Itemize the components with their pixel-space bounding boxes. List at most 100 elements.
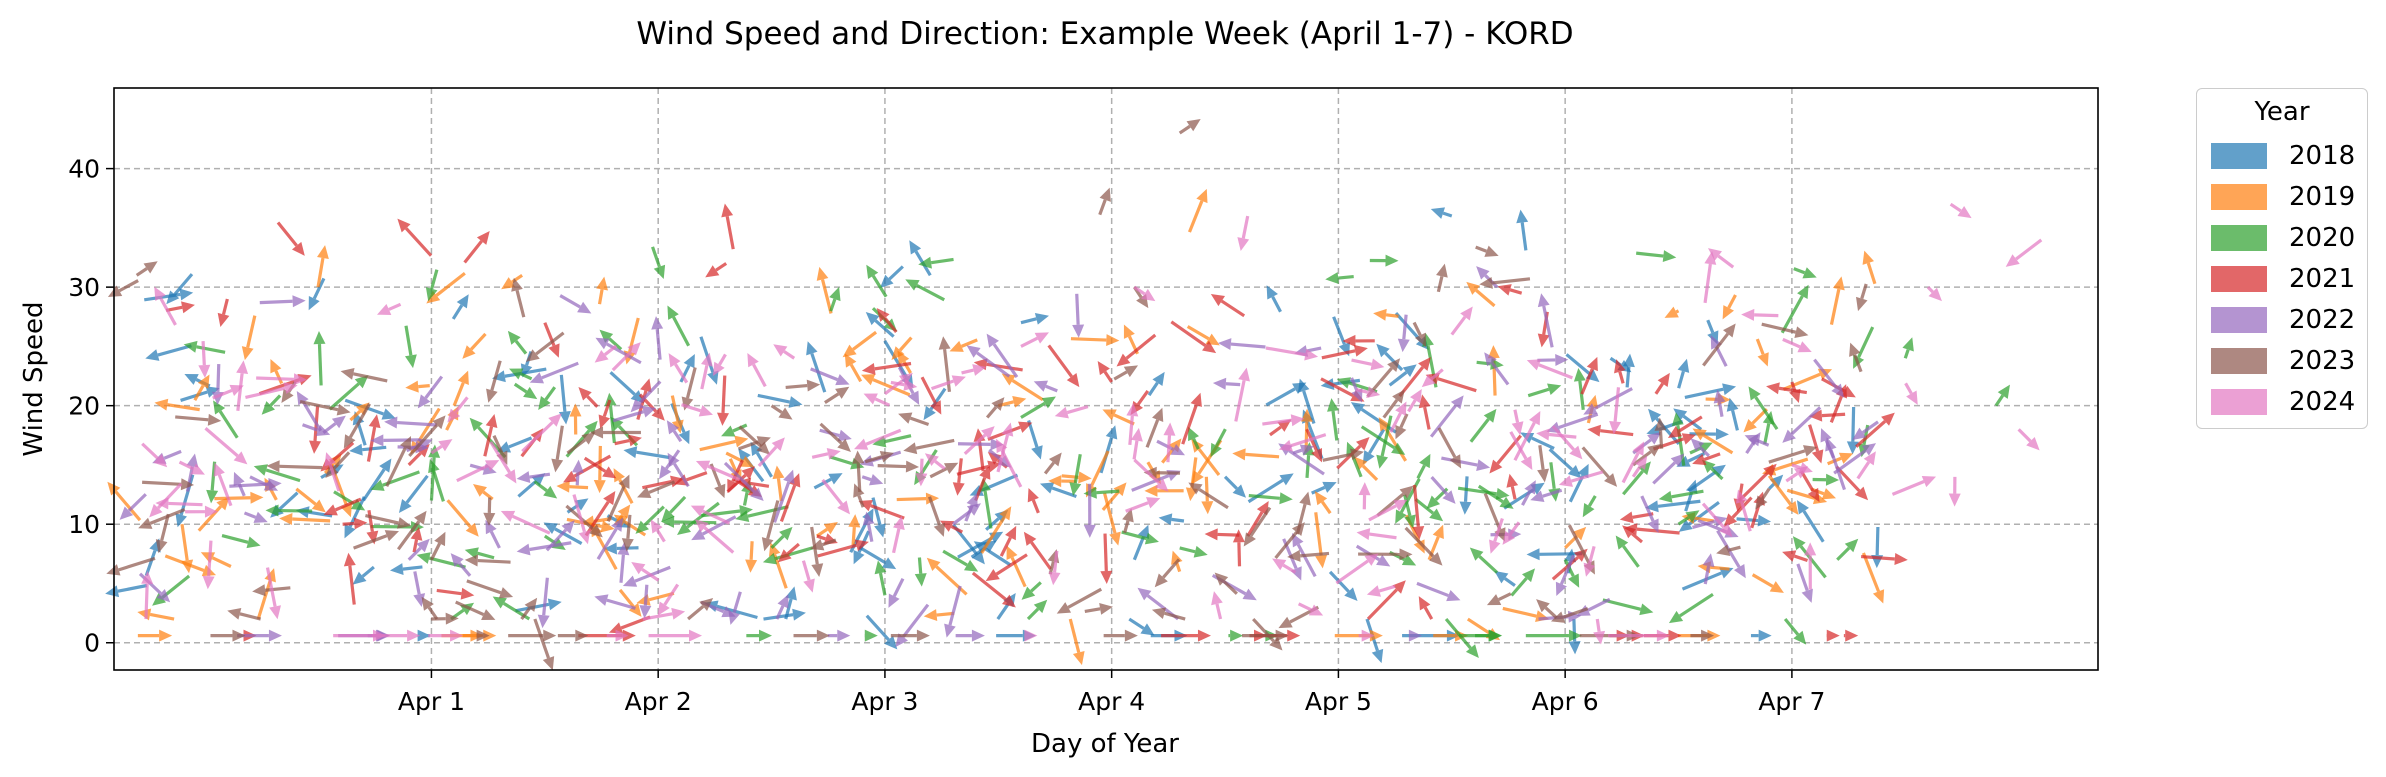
wind-arrow	[757, 393, 803, 408]
wind-arrow	[813, 473, 843, 490]
wind-arrow	[1800, 470, 1820, 503]
wind-arrow	[407, 538, 430, 561]
wind-arrow	[245, 382, 298, 400]
wind-arrow	[1126, 402, 1139, 445]
legend-swatch	[2211, 143, 2267, 169]
wind-arrow	[138, 508, 186, 529]
wind-arrow	[398, 474, 429, 513]
wind-arrow	[1615, 535, 1640, 568]
legend-label: 2023	[2289, 346, 2356, 376]
wind-arrow	[1497, 284, 1523, 296]
wind-arrow	[1550, 607, 1589, 623]
wind-arrow	[178, 460, 205, 475]
wind-arrow	[1678, 501, 1720, 532]
wind-arrow	[1133, 458, 1169, 492]
wind-arrow	[1702, 323, 1736, 367]
wind-arrow	[775, 594, 789, 620]
wind-arrow	[1314, 491, 1332, 515]
wind-arrow	[1852, 420, 1879, 440]
wind-arrow	[1804, 542, 1817, 590]
wind-arrow	[451, 294, 469, 320]
wind-arrow	[824, 386, 850, 404]
wind-arrow	[431, 612, 459, 625]
wind-arrow	[417, 375, 444, 409]
wind-arrow	[926, 557, 968, 596]
wind-arrow	[864, 629, 878, 642]
wind-arrow	[888, 577, 905, 608]
wind-arrow	[1211, 591, 1223, 620]
wind-arrow	[677, 501, 720, 536]
wind-arrow	[1212, 377, 1241, 390]
wind-arrow	[1171, 550, 1183, 573]
wind-arrow	[1652, 453, 1685, 485]
wind-arrow	[1027, 488, 1040, 514]
wind-arrow	[874, 560, 887, 596]
wind-arrow	[770, 404, 793, 420]
wind-arrow	[700, 352, 713, 390]
wind-arrow	[446, 499, 479, 537]
y-tick-label: 30	[68, 273, 100, 302]
y-tick-label: 40	[68, 155, 100, 184]
wind-arrow	[509, 368, 533, 381]
wind-arrow	[313, 331, 326, 386]
wind-arrow	[761, 500, 780, 552]
wind-arrow	[650, 519, 666, 543]
wind-arrow	[1537, 445, 1550, 483]
wind-arrow	[450, 553, 472, 577]
wind-arrow	[265, 504, 313, 517]
wind-arrow	[964, 493, 978, 522]
wind-arrow	[525, 331, 565, 362]
wind-arrow	[687, 598, 714, 621]
wind-arrow	[1021, 581, 1042, 600]
wind-arrow	[877, 460, 920, 473]
wind-arrow	[915, 458, 928, 487]
wind-arrow	[252, 584, 291, 597]
wind-arrow	[1026, 599, 1048, 621]
wind-arrow	[1147, 371, 1165, 397]
wind-arrow	[746, 629, 772, 642]
wind-arrow	[2005, 238, 2043, 267]
wind-arrow	[1687, 464, 1726, 493]
wind-arrow	[141, 570, 154, 620]
wind-arrow	[858, 545, 897, 570]
wind-arrow	[1408, 629, 1422, 642]
x-axis-ticks: Apr 1 Apr 2 Apr 3 Apr 4 Apr 5 Apr 6 Apr 7	[398, 670, 1825, 716]
y-tick-label: 20	[68, 392, 100, 421]
wind-arrow	[1125, 497, 1161, 513]
y-tick-label: 0	[84, 629, 100, 658]
wind-arrow	[1469, 408, 1497, 443]
wind-arrow	[1376, 415, 1393, 469]
legend-swatch	[2211, 225, 2267, 251]
x-tick-label: Apr 2	[625, 687, 692, 716]
wind-arrow	[1506, 473, 1519, 500]
wind-arrow	[543, 522, 583, 545]
wind-arrow	[405, 380, 430, 393]
wind-arrow	[213, 462, 233, 507]
wind-arrow	[1366, 584, 1396, 597]
wind-arrow	[366, 414, 381, 462]
wind-arrow	[1573, 368, 1586, 410]
wind-arrow	[447, 396, 469, 423]
wind-arrow	[1509, 431, 1533, 471]
wind-arrow	[785, 379, 821, 392]
legend-item-2021: 2021	[2211, 264, 2355, 294]
wind-arrow	[985, 397, 1005, 419]
wind-arrow	[430, 439, 453, 455]
wind-arrow	[721, 203, 735, 250]
wind-arrow	[668, 353, 689, 384]
wind-arrow	[1582, 495, 1597, 518]
wind-arrow	[927, 496, 946, 537]
wind-arrow	[1336, 436, 1370, 470]
wind-arrow	[1204, 528, 1240, 541]
wind-arrow	[202, 540, 215, 590]
wind-arrow	[344, 496, 366, 539]
wind-arrow	[213, 400, 239, 439]
wind-arrow	[533, 618, 555, 671]
wind-arrow	[694, 519, 735, 554]
wind-arrow	[1395, 413, 1409, 440]
wind-arrow	[343, 552, 356, 605]
wind-arrow	[735, 505, 789, 523]
wind-arrow	[353, 530, 399, 550]
wind-arrow	[801, 560, 815, 593]
wind-arrow	[891, 515, 905, 554]
